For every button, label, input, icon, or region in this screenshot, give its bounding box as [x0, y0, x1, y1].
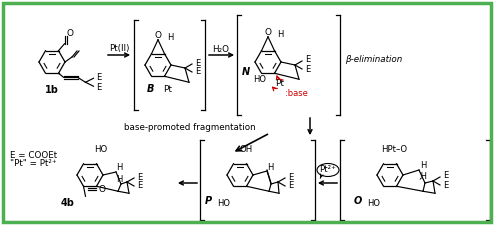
Text: H: H [116, 175, 122, 184]
Text: H: H [277, 30, 283, 39]
Text: HO: HO [253, 76, 266, 85]
Text: ,H: ,H [418, 173, 427, 182]
Text: E = COOEt: E = COOEt [10, 151, 57, 160]
Text: base-promoted fragmentation: base-promoted fragmentation [124, 122, 256, 131]
Text: E: E [137, 182, 142, 191]
Text: E: E [288, 182, 293, 191]
Text: Pt²⁺: Pt²⁺ [320, 166, 336, 175]
Text: O: O [264, 28, 272, 37]
Text: 4b: 4b [61, 198, 75, 208]
Text: E: E [305, 56, 310, 65]
Text: :base: :base [285, 90, 307, 99]
Text: HO: HO [368, 198, 380, 207]
Text: O: O [155, 31, 162, 40]
Text: E: E [96, 73, 102, 82]
Text: E: E [288, 173, 293, 182]
Text: OH: OH [240, 145, 253, 154]
Text: N: N [242, 67, 250, 77]
Text: P: P [205, 196, 211, 206]
Text: E: E [195, 58, 200, 68]
Text: E: E [195, 68, 200, 76]
Text: O: O [354, 196, 362, 206]
Text: E: E [443, 171, 448, 180]
Text: H: H [167, 33, 173, 42]
Text: H: H [420, 162, 426, 171]
Text: H: H [267, 162, 273, 171]
Text: β-elimination: β-elimination [345, 56, 402, 65]
Text: E: E [305, 65, 310, 74]
Text: HO: HO [217, 198, 231, 207]
Text: H: H [116, 164, 122, 173]
Text: Pt: Pt [164, 85, 172, 94]
Text: E: E [96, 83, 102, 92]
Text: O: O [66, 29, 73, 38]
Text: HPt–O: HPt–O [381, 145, 408, 154]
Text: "Pt" = Pt²⁺: "Pt" = Pt²⁺ [10, 158, 57, 167]
Text: E: E [443, 180, 448, 189]
Text: H₂O: H₂O [212, 45, 230, 54]
Text: B: B [146, 84, 154, 94]
Text: HO: HO [94, 145, 107, 154]
Text: E: E [137, 173, 142, 182]
Text: Pt: Pt [276, 79, 285, 88]
Text: O: O [98, 185, 105, 194]
Text: Pt(II): Pt(II) [109, 45, 129, 54]
Text: 1b: 1b [45, 85, 59, 95]
